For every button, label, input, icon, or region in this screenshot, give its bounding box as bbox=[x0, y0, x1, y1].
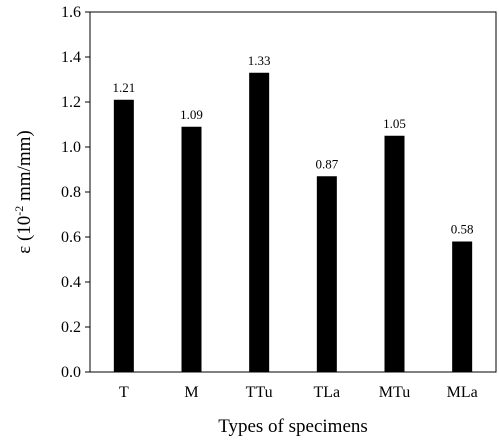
x-tick-label-mla: MLa bbox=[447, 384, 478, 401]
y-tick-label: 0.6 bbox=[61, 229, 81, 246]
y-tick-label: 1.2 bbox=[61, 94, 81, 111]
y-axis-ticks: 0.0 0.2 0.4 0.6 0.8 1.0 1.2 1.4 1.6 bbox=[61, 4, 90, 381]
bar-mla bbox=[452, 241, 473, 372]
bar-ttu bbox=[249, 72, 270, 372]
data-label-mla: 0.58 bbox=[451, 222, 474, 237]
data-label-m: 1.09 bbox=[180, 107, 203, 122]
y-tick-label: 0.2 bbox=[61, 319, 81, 336]
bar-tla bbox=[316, 176, 337, 372]
data-label-t: 1.21 bbox=[112, 80, 135, 95]
y-axis-title: ε (10-2 mm/mm) bbox=[12, 130, 35, 254]
y-tick-label: 1.4 bbox=[61, 49, 81, 66]
y-axis-title-prefix: ε (10 bbox=[14, 216, 35, 254]
y-tick-label: 1.0 bbox=[61, 139, 81, 156]
data-label-mtu: 1.05 bbox=[383, 116, 406, 131]
x-axis-ticks: T M TTu TLa MTu MLa bbox=[119, 384, 478, 401]
y-tick-label: 0.8 bbox=[61, 184, 81, 201]
x-tick-label-tla: TLa bbox=[314, 384, 341, 401]
y-tick-label: 1.6 bbox=[61, 4, 81, 21]
bar-m bbox=[181, 126, 202, 372]
x-tick-label-mtu: MTu bbox=[379, 384, 410, 401]
x-tick-label-ttu: TTu bbox=[246, 384, 273, 401]
y-axis-title-superscript: -2 bbox=[12, 206, 26, 216]
bar-mtu bbox=[384, 135, 405, 372]
y-axis-title-suffix: mm/mm) bbox=[14, 130, 35, 205]
y-tick-label: 0.0 bbox=[61, 364, 81, 381]
x-axis-title: Types of specimens bbox=[218, 416, 368, 437]
data-labels: 1.21 1.09 1.33 0.87 1.05 0.58 bbox=[112, 53, 473, 237]
y-tick-label: 0.4 bbox=[61, 274, 81, 291]
plot-frame bbox=[89, 11, 497, 373]
bar-t bbox=[113, 99, 134, 372]
x-tick-label-m: M bbox=[184, 384, 198, 401]
data-label-tla: 0.87 bbox=[315, 156, 338, 171]
bars bbox=[113, 72, 473, 372]
data-label-ttu: 1.33 bbox=[248, 53, 271, 68]
x-tick-label-t: T bbox=[119, 384, 129, 401]
